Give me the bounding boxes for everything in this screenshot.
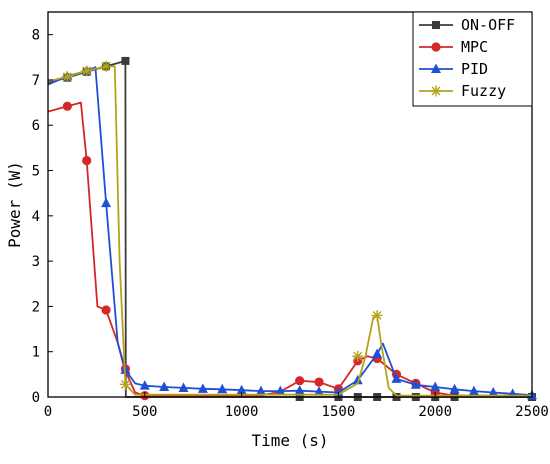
y-tick-label: 1 xyxy=(32,345,40,361)
series-line-pid xyxy=(47,66,533,397)
data-point-pid xyxy=(197,383,208,393)
y-tick-label: 8 xyxy=(32,28,40,44)
data-point-pid xyxy=(352,374,363,385)
data-point-mpc xyxy=(101,305,111,315)
legend-label: MPC xyxy=(461,38,488,56)
data-point-fuzzy xyxy=(371,309,383,321)
data-point-fuzzy xyxy=(119,378,131,390)
data-point-pid xyxy=(275,385,286,396)
data-point-fuzzy xyxy=(352,350,364,362)
data-point-pid xyxy=(236,384,247,395)
x-tick-label: 500 xyxy=(132,404,157,420)
legend-swatch-marker xyxy=(430,85,442,97)
data-point-mpc xyxy=(314,377,324,387)
data-point-on-off xyxy=(121,56,130,65)
x-tick-label: 2000 xyxy=(418,404,452,420)
y-tick-label: 0 xyxy=(32,390,40,406)
data-point-pid xyxy=(178,382,189,392)
series-on-off xyxy=(47,56,536,401)
data-point-pid xyxy=(430,381,441,392)
data-point-mpc xyxy=(82,155,92,166)
legend-label: ON-OFF xyxy=(461,16,515,34)
legend-item-pid: PID xyxy=(419,60,488,78)
data-point-pid xyxy=(468,385,479,396)
y-tick-label: 7 xyxy=(32,73,40,89)
legend-label: Fuzzy xyxy=(461,82,506,100)
x-axis-ticks: 0 500 1000 1500 2000 2500 xyxy=(44,392,549,420)
data-point-mpc xyxy=(62,101,72,111)
y-tick-label: 3 xyxy=(32,254,40,270)
plot-frame xyxy=(47,11,533,398)
data-point-fuzzy xyxy=(61,71,73,83)
x-tick-label: 0 xyxy=(44,404,52,420)
legend-swatch-marker xyxy=(432,21,440,29)
x-axis-title: Time (s) xyxy=(251,431,328,450)
legend-item-fuzzy: Fuzzy xyxy=(419,82,506,100)
y-tick-label: 2 xyxy=(32,299,40,315)
data-point-pid xyxy=(217,383,228,394)
x-tick-label: 1000 xyxy=(225,404,259,420)
data-point-pid xyxy=(372,348,383,358)
series-line-fuzzy xyxy=(47,65,532,397)
y-tick-label: 5 xyxy=(32,164,40,180)
data-point-pid xyxy=(101,197,112,208)
series-pid xyxy=(47,65,537,400)
data-point-pid xyxy=(159,381,170,392)
y-axis-ticks: 0 1 2 3 4 5 6 7 8 xyxy=(32,28,53,406)
data-point-fuzzy xyxy=(100,60,112,72)
data-point-pid xyxy=(449,383,460,394)
y-axis-title: Power (W) xyxy=(5,161,24,248)
legend-swatch-marker xyxy=(431,63,441,73)
legend-item-mpc: MPC xyxy=(419,38,488,56)
data-point-pid xyxy=(391,373,402,383)
data-point-pid xyxy=(488,386,499,397)
data-point-fuzzy xyxy=(81,65,93,77)
legend-label: PID xyxy=(461,60,488,78)
y-tick-label: 6 xyxy=(32,118,40,134)
x-tick-label: 2500 xyxy=(515,404,549,420)
data-point-pid xyxy=(294,385,305,395)
x-tick-label: 1500 xyxy=(322,404,356,420)
data-point-pid xyxy=(314,386,325,396)
data-point-pid xyxy=(139,380,150,390)
legend-item-on-off: ON-OFF xyxy=(419,16,515,34)
data-point-pid xyxy=(410,379,421,389)
legend: ON-OFF MPC PID Fuzzy xyxy=(412,11,533,107)
series-fuzzy xyxy=(47,60,532,397)
legend-swatch-marker xyxy=(431,42,441,52)
series-line-on-off xyxy=(47,60,532,398)
y-tick-label: 4 xyxy=(32,209,40,225)
data-point-mpc xyxy=(295,376,305,386)
plot-series xyxy=(47,56,537,401)
data-point-pid xyxy=(255,385,266,396)
